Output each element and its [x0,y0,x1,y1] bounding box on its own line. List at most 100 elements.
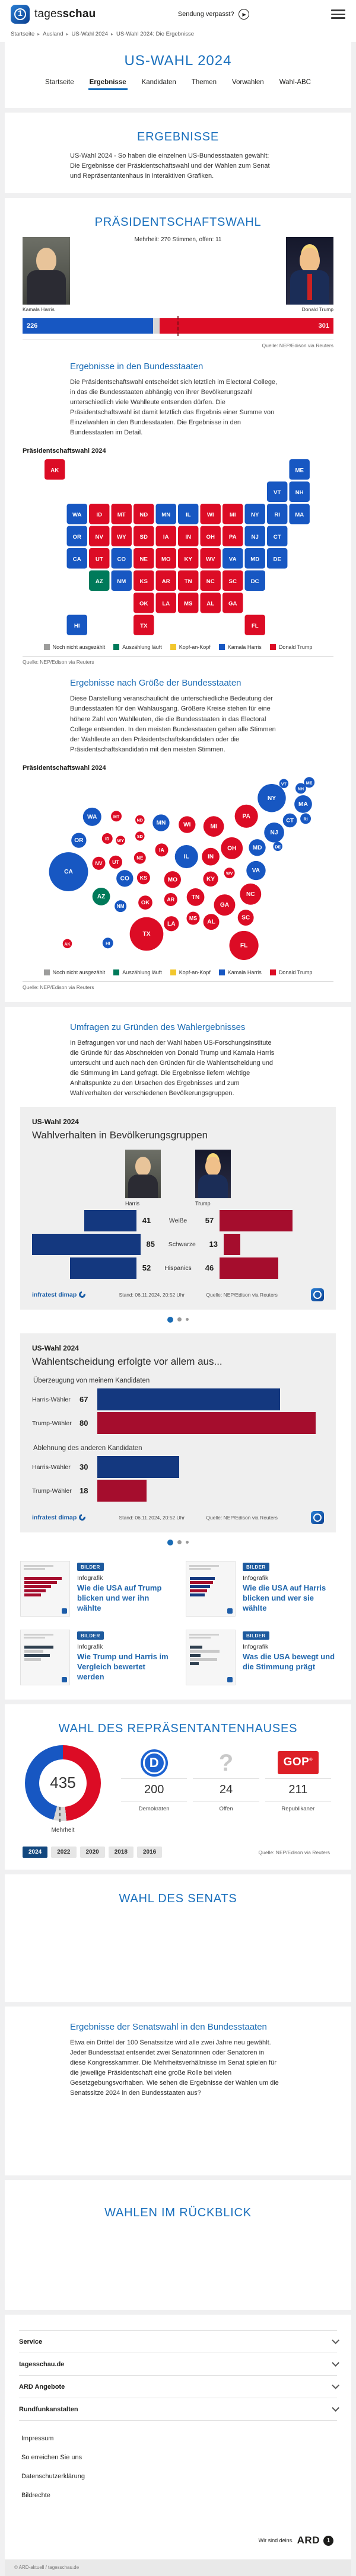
state-tile-CA[interactable]: CA [66,548,87,569]
state-tile-PA[interactable]: PA [222,526,243,547]
state-bubble-WV[interactable]: WV [224,867,235,878]
state-tile-WI[interactable]: WI [200,504,221,524]
breadcrumb-item[interactable]: Ausland [43,31,63,37]
state-tile-RI[interactable]: RI [266,504,288,524]
state-bubble-HI[interactable]: HI [102,937,113,949]
state-tile-KY[interactable]: KY [178,548,199,569]
year-chip-2024[interactable]: 2024 [23,1846,48,1858]
state-bubble-DE[interactable]: DE [273,841,282,851]
state-bubble-CT[interactable]: CT [282,813,297,827]
state-tile-CO[interactable]: CO [111,548,132,569]
state-tile-ME[interactable]: ME [289,459,310,480]
state-tile-CT[interactable]: CT [266,526,288,547]
state-tile-NJ[interactable]: NJ [244,526,265,547]
state-bubble-AZ[interactable]: AZ [92,887,110,905]
state-bubble-VA[interactable]: VA [246,860,266,880]
state-bubble-NJ[interactable]: NJ [264,822,284,843]
state-bubble-WI[interactable]: WI [179,816,196,833]
state-tile-NV[interactable]: NV [89,526,110,547]
carousel-dot-2[interactable] [177,1317,182,1322]
year-chip-2022[interactable]: 2022 [51,1846,77,1858]
state-tile-MS[interactable]: MS [178,593,199,613]
state-bubble-ME[interactable]: ME [304,776,315,788]
state-tile-MA[interactable]: MA [289,504,310,524]
state-bubble-NM[interactable]: NM [115,900,127,912]
teaser-headline[interactable]: Wie Trump und Harris im Vergleich bewert… [77,1652,169,1681]
carousel-dot-3[interactable] [186,1541,189,1544]
footer-accordion-ardangebote[interactable]: ARD Angebote [19,2376,339,2399]
breadcrumb-item[interactable]: US-Wahl 2024 [71,31,108,37]
state-bubble-TX[interactable]: TX [129,917,164,951]
state-bubble-MD[interactable]: MD [249,839,266,856]
state-bubble-MS[interactable]: MS [186,911,200,925]
state-tile-ID[interactable]: ID [89,504,110,524]
state-bubble-NE[interactable]: NE [134,852,146,864]
year-chip-2018[interactable]: 2018 [108,1846,134,1858]
state-bubble-LA[interactable]: LA [164,916,179,932]
state-bubble-GA[interactable]: GA [214,894,236,916]
state-bubble-WA[interactable]: WA [82,807,101,826]
state-tile-MD[interactable]: MD [244,548,265,569]
state-bubble-IN[interactable]: IN [202,847,220,866]
state-tile-OR[interactable]: OR [66,526,87,547]
state-tile-FL[interactable]: FL [244,615,265,636]
state-bubble-KS[interactable]: KS [136,871,150,884]
state-tile-WY[interactable]: WY [111,526,132,547]
state-tile-WV[interactable]: WV [200,548,221,569]
state-tile-VA[interactable]: VA [222,548,243,569]
state-bubble-UT[interactable]: UT [109,855,123,869]
infografik-teaser[interactable]: BILDER Infografik Was die USA bewegt und d… [186,1629,336,1685]
tab-ergebnisse[interactable]: Ergebnisse [88,76,128,90]
state-bubble-PA[interactable]: PA [234,804,258,828]
state-bubble-IA[interactable]: IA [155,843,169,857]
infografik-teaser[interactable]: BILDER Infografik Wie Trump und Harris im … [20,1629,170,1685]
state-tile-IN[interactable]: IN [178,526,199,547]
state-bubble-NY[interactable]: NY [258,783,286,812]
state-bubble-SD[interactable]: SD [135,831,145,841]
tab-vorwahlen[interactable]: Vorwahlen [232,79,264,86]
state-tile-NY[interactable]: NY [244,504,265,524]
state-bubble-AR[interactable]: AR [164,892,177,906]
menu-icon[interactable] [330,9,345,19]
state-bubble-MI[interactable]: MI [203,816,224,837]
footer-accordion-tagesschaude[interactable]: tagesschau.de [19,2353,339,2376]
state-tile-IA[interactable]: IA [155,526,176,547]
states-size-cartogram[interactable]: WA OR CA NV ID MT WY UT AZ CO NM ND SD NE KS OK TX MN IA MO… [30,775,326,964]
states-result-map[interactable]: AK ME VT NH WA ID MT ND MN IL WI MI NY RI MA OR NV WY SD IA… [42,458,314,638]
state-tile-KS[interactable]: KS [134,570,154,591]
state-tile-ND[interactable]: ND [134,504,154,524]
state-tile-MI[interactable]: MI [222,504,243,524]
state-tile-SD[interactable]: SD [134,526,154,547]
state-tile-OH[interactable]: OH [200,526,221,547]
state-tile-GA[interactable]: GA [222,593,243,613]
state-bubble-VT[interactable]: VT [279,779,289,788]
carousel-dot-2[interactable] [177,1540,182,1545]
state-tile-TX[interactable]: TX [134,615,154,636]
state-tile-SC[interactable]: SC [222,570,243,591]
state-tile-NC[interactable]: NC [200,570,221,591]
teaser-headline[interactable]: Wie die USA auf Harris blicken und wer s… [243,1583,326,1612]
carousel-dot-1[interactable] [167,1539,173,1545]
carousel-dot-3[interactable] [186,1318,189,1321]
breadcrumb-item[interactable]: Startseite [11,31,35,37]
state-tile-MN[interactable]: MN [155,504,176,524]
year-chip-2016[interactable]: 2016 [137,1846,163,1858]
state-tile-AK[interactable]: AK [44,459,65,480]
teaser-headline[interactable]: Wie die USA auf Trump blicken und wer ih… [77,1583,162,1612]
state-tile-AZ[interactable]: AZ [89,570,110,591]
state-bubble-AK[interactable]: AK [62,939,72,948]
state-tile-VT[interactable]: VT [266,481,288,503]
sendung-verpasst-link[interactable]: Sendung verpasst? ▶ [178,9,249,20]
state-tile-DE[interactable]: DE [266,548,288,569]
teaser-headline[interactable]: Was die USA bewegt und die Stimmung präg… [243,1652,335,1671]
state-bubble-OK[interactable]: OK [138,895,152,910]
state-tile-MT[interactable]: MT [111,504,132,524]
state-tile-NM[interactable]: NM [111,570,132,591]
state-bubble-CA[interactable]: CA [49,852,88,891]
tagesschau-logo[interactable]: 1 tagesschau [11,5,96,24]
tab-wahlabc[interactable]: Wahl-ABC [279,79,311,86]
state-bubble-CO[interactable]: CO [116,869,134,887]
state-tile-TN[interactable]: TN [178,570,199,591]
tab-kandidaten[interactable]: Kandidaten [141,79,176,86]
state-bubble-NC[interactable]: NC [240,883,262,905]
